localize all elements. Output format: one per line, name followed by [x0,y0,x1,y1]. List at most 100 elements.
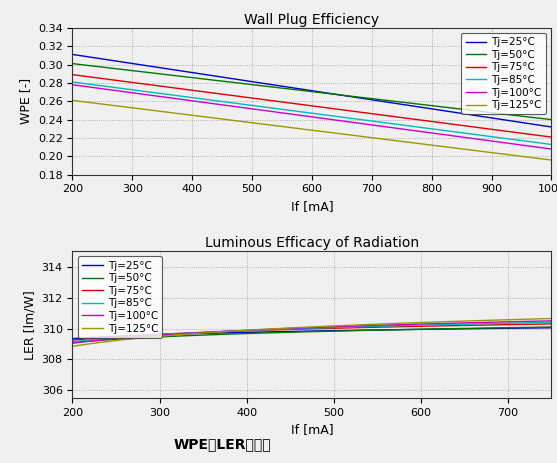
Tj=100°C [503,140,510,146]
Tj=25°C [548,325,555,331]
Tj=25°C [473,113,480,119]
Tj=100°C [503,319,510,325]
Tj=50°C [69,61,76,66]
Tj=25°C [362,96,369,101]
Tj=125°C [354,322,361,328]
Tj=125°C [473,318,480,324]
Tj=125°C [71,343,77,349]
Tj=50°C [473,108,480,113]
Tj=25°C [353,327,359,333]
Tj=25°C [354,95,361,100]
Tj=125°C [548,316,555,321]
Tj=25°C [71,336,77,341]
Tj=85°C [69,339,76,344]
Tj=85°C [69,79,76,85]
Tj=85°C [71,80,77,85]
Legend: Tj=25°C, Tj=50°C, Tj=75°C, Tj=85°C, Tj=100°C, Tj=125°C: Tj=25°C, Tj=50°C, Tj=75°C, Tj=85°C, Tj=1… [77,257,163,338]
Y-axis label: LER [lm/W]: LER [lm/W] [23,290,36,360]
Tj=100°C [473,136,480,142]
Tj=85°C [548,319,555,325]
Tj=75°C [503,128,510,134]
Tj=25°C [69,336,76,341]
Y-axis label: WPE [-]: WPE [-] [19,78,32,125]
Tj=50°C [354,94,361,100]
Tj=75°C [503,322,510,327]
Tj=85°C [503,320,510,326]
Tj=100°C [473,320,480,325]
Tj=75°C [548,321,555,327]
Tj=75°C [69,72,76,77]
Tj=25°C [503,118,510,123]
Tj=75°C [71,337,77,343]
Tj=75°C [354,325,361,331]
Tj=85°C [503,136,510,141]
Tj=75°C [353,325,359,331]
Tj=85°C [354,324,361,330]
Tj=75°C [473,125,480,130]
Tj=25°C [354,327,361,333]
Line: Tj=125°C: Tj=125°C [72,100,551,160]
Tj=50°C [548,324,555,330]
Tj=85°C [548,142,555,147]
Tj=100°C [69,340,76,346]
Tj=75°C [362,110,369,116]
Line: Tj=125°C: Tj=125°C [72,319,551,346]
Line: Tj=75°C: Tj=75°C [72,324,551,340]
Tj=85°C [473,132,480,138]
Line: Tj=85°C: Tj=85°C [72,322,551,342]
Tj=50°C [362,328,369,333]
Tj=50°C [71,61,77,67]
Tj=85°C [353,116,359,122]
Line: Tj=25°C: Tj=25°C [72,55,551,127]
Tj=85°C [354,116,361,122]
Tj=100°C [548,146,555,152]
Tj=100°C [353,323,359,329]
Tj=100°C [353,120,359,125]
Tj=125°C [473,148,480,153]
Tj=25°C [353,94,359,100]
Tj=25°C [503,325,510,331]
Tj=75°C [548,134,555,140]
Tj=85°C [473,321,480,327]
Tj=75°C [362,325,369,330]
Line: Tj=100°C: Tj=100°C [72,85,551,149]
Tj=50°C [548,117,555,122]
X-axis label: If [mA]: If [mA] [291,200,333,213]
Tj=50°C [71,339,77,345]
Tj=50°C [473,325,480,331]
Tj=85°C [362,118,369,123]
Tj=75°C [354,109,361,115]
Tj=85°C [362,324,369,329]
Tj=75°C [69,338,76,343]
Tj=50°C [354,328,361,333]
Tj=25°C [548,124,555,130]
Line: Tj=75°C: Tj=75°C [72,75,551,137]
Tj=125°C [354,133,361,139]
Legend: Tj=25°C, Tj=50°C, Tj=75°C, Tj=85°C, Tj=100°C, Tj=125°C: Tj=25°C, Tj=50°C, Tj=75°C, Tj=85°C, Tj=1… [461,33,546,114]
Tj=85°C [353,324,359,330]
Tj=100°C [71,340,77,346]
Title: Wall Plug Efficiency: Wall Plug Efficiency [245,13,379,26]
Tj=100°C [548,318,555,324]
Tj=50°C [362,95,369,100]
Line: Tj=25°C: Tj=25°C [72,328,551,338]
X-axis label: If [mA]: If [mA] [291,424,333,437]
Tj=125°C [548,157,555,163]
Tj=25°C [473,326,480,332]
Tj=25°C [362,327,369,333]
Tj=125°C [503,152,510,157]
Tj=50°C [503,325,510,331]
Tj=85°C [71,339,77,344]
Tj=125°C [69,344,76,349]
Tj=100°C [362,323,369,328]
Line: Tj=85°C: Tj=85°C [72,82,551,144]
Tj=100°C [354,323,361,329]
Tj=50°C [353,328,359,333]
Tj=125°C [353,133,359,138]
Text: WPE与LER的比较: WPE与LER的比较 [174,438,272,451]
Tj=100°C [362,121,369,127]
Line: Tj=50°C: Tj=50°C [72,63,551,119]
Tj=75°C [353,109,359,114]
Tj=125°C [71,98,77,103]
Title: Luminous Efficacy of Radiation: Luminous Efficacy of Radiation [205,236,419,250]
